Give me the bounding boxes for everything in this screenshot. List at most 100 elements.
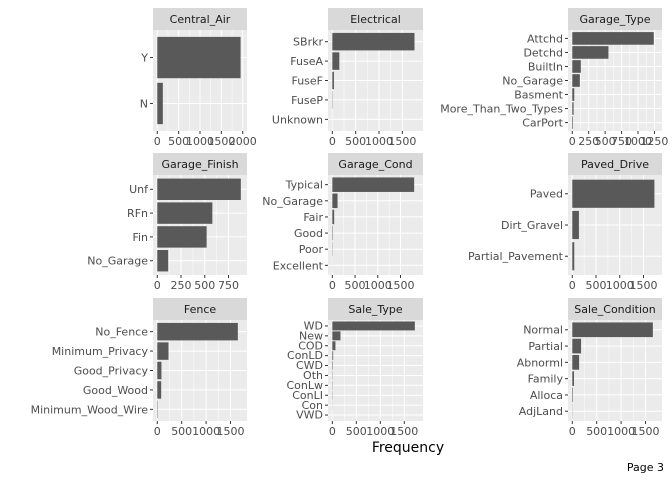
category-label: SBrkr <box>293 36 323 49</box>
category-label: Abnorml <box>517 356 563 369</box>
bar <box>332 52 339 69</box>
category-label: VWD <box>296 409 323 422</box>
x-tick-label: 500 <box>345 135 366 148</box>
bar <box>157 323 238 340</box>
bar <box>332 341 335 350</box>
bar <box>332 177 414 192</box>
x-tick-label: 0 <box>569 425 576 438</box>
category-label: Normal <box>523 324 563 337</box>
panel-title: Garage_Type <box>579 13 650 26</box>
bar <box>572 102 573 115</box>
panel-garage-cond: Garage_CondTypicalNo_GarageFairGoodPoorE… <box>262 153 423 292</box>
category-label: No_Garage <box>502 74 563 87</box>
panel-title: Electrical <box>350 13 401 26</box>
bar <box>332 33 414 50</box>
x-tick-label: 0 <box>329 135 336 148</box>
category-label: Attchd <box>527 32 563 45</box>
panel-fence: Fence No_Fence Minimum_Privacy Good_Privacy… <box>31 298 247 438</box>
x-tick-label: 0 <box>569 135 576 148</box>
bar <box>572 60 581 73</box>
panel-title: Sale_Type <box>348 303 403 316</box>
bar <box>157 226 206 247</box>
x-tick-label: 0 <box>154 279 161 292</box>
bar <box>332 72 334 89</box>
category-label: Fair <box>303 211 323 224</box>
x-tick-label: 1500 <box>217 425 245 438</box>
x-tick-label: 1500 <box>629 279 657 292</box>
x-axis-label: Frequency <box>372 440 444 456</box>
panel-background <box>328 320 423 421</box>
category-label: Minimum_Privacy <box>52 345 149 358</box>
x-tick-label: 0 <box>329 279 336 292</box>
category-label: Typical <box>285 179 323 192</box>
bar <box>572 339 581 354</box>
category-label: More_Than_Two_Types <box>440 103 563 116</box>
category-label: No_Fence <box>95 326 148 339</box>
category-label: No_Garage <box>87 255 148 268</box>
category-label: Unf <box>129 183 149 196</box>
category-label: Basment <box>514 88 563 101</box>
panel-title: Fence <box>184 303 217 316</box>
x-tick-label: 1250 <box>640 135 668 148</box>
category-label: Excellent <box>273 259 324 272</box>
category-label: Fin <box>132 231 148 244</box>
bar <box>572 211 579 239</box>
category-label: FuseF <box>291 74 323 87</box>
bar <box>332 210 334 225</box>
panel-title: Garage_Cond <box>338 158 412 171</box>
category-label: Partial_Pavement <box>468 250 564 263</box>
category-label: CarPort <box>522 117 563 130</box>
category-label: RFn <box>127 207 148 220</box>
x-tick-label: 0 <box>154 135 161 148</box>
category-label: Good_Privacy <box>74 364 149 377</box>
bar <box>572 32 654 45</box>
bar <box>157 250 168 271</box>
panel-paved-drive: Paved_DrivePavedDirt_GravelPartial_Pavem… <box>468 153 662 292</box>
bar <box>572 88 574 101</box>
bar <box>157 362 161 379</box>
bar <box>572 116 573 129</box>
bar <box>332 351 333 360</box>
category-label: Unknown <box>272 113 323 126</box>
panel-title: Central_Air <box>170 13 231 26</box>
x-tick-label: 0 <box>569 279 576 292</box>
x-tick-label: 500 <box>345 279 366 292</box>
x-tick-label: 0 <box>154 425 161 438</box>
bar <box>572 355 579 370</box>
bar <box>157 342 168 359</box>
category-label: Partial <box>528 340 563 353</box>
category-label: Y <box>140 52 148 65</box>
category-label: FuseP <box>291 94 323 107</box>
category-label: Dirt_Gravel <box>501 219 563 232</box>
x-tick-label: 1500 <box>387 279 415 292</box>
category-label: Family <box>528 373 564 386</box>
bar <box>572 388 573 403</box>
panel-title: Garage_Finish <box>161 158 238 171</box>
bar <box>572 242 574 270</box>
bar <box>157 381 161 398</box>
panel-sale-type: Sale_TypeWDNewCODConLDCWDOthConLwConLICo… <box>286 298 423 438</box>
bar <box>157 83 163 124</box>
category-label: Detchd <box>523 46 563 59</box>
bar <box>157 202 212 223</box>
category-label: No_Garage <box>262 195 323 208</box>
bar <box>157 37 240 78</box>
x-tick-label: 500 <box>586 279 607 292</box>
panel-garage-type: Garage_Type AttchdDetchdBuiltInNo_GarageB… <box>440 8 668 148</box>
bar <box>572 74 580 87</box>
x-tick-label: 750 <box>218 279 239 292</box>
category-label: BuiltIn <box>528 60 563 73</box>
x-tick-label: 500 <box>346 425 367 438</box>
bar <box>572 371 574 386</box>
category-label: AdjLand <box>519 405 563 418</box>
x-tick-label: 500 <box>171 425 192 438</box>
category-label: Alloca <box>530 389 563 402</box>
category-label: Minimum_Wood_Wire <box>31 403 149 416</box>
panel-title: Sale_Condition <box>574 303 656 316</box>
